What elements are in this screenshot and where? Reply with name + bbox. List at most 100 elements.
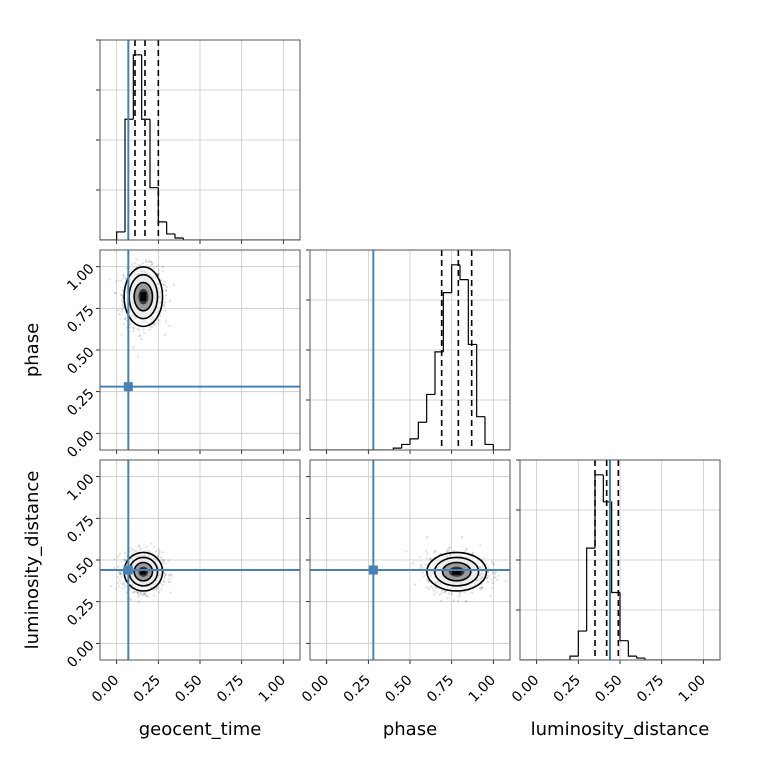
y-tick-label: 1.00 xyxy=(64,471,97,504)
sample-point xyxy=(434,549,437,552)
sample-point xyxy=(165,285,168,288)
sample-point xyxy=(136,355,139,358)
histogram-bin xyxy=(417,421,427,439)
histogram-phase-panel xyxy=(306,249,511,454)
sample-point xyxy=(142,328,145,331)
sample-point xyxy=(117,555,120,558)
sample-point xyxy=(157,272,160,275)
sample-point xyxy=(118,579,122,582)
sample-point xyxy=(163,574,167,577)
sample-point xyxy=(148,328,151,332)
panel-border xyxy=(519,459,721,661)
sample-point xyxy=(161,551,164,554)
histogram-bin xyxy=(636,656,645,659)
sample-point xyxy=(116,308,119,312)
sample-point xyxy=(494,570,497,574)
sample-point xyxy=(132,329,135,333)
tick-marks xyxy=(96,39,284,244)
sample-point xyxy=(158,319,161,322)
histogram-bin xyxy=(434,351,444,395)
x-tick-label: 0.25 xyxy=(551,672,584,705)
sample-point xyxy=(136,590,139,594)
sample-point xyxy=(426,552,429,555)
sample-point xyxy=(481,587,484,590)
sample-point xyxy=(145,594,149,597)
truth-marker xyxy=(368,565,378,575)
sample-point xyxy=(432,551,436,554)
sample-point xyxy=(136,327,139,330)
histogram-luminosity-distance-panel xyxy=(516,459,721,664)
x-tick-label: 0.75 xyxy=(634,672,667,705)
tick-marks xyxy=(96,266,284,454)
sample-point xyxy=(129,597,132,600)
y-tick-label: 0.25 xyxy=(64,386,97,419)
sample-point xyxy=(429,585,432,588)
sample-point xyxy=(162,304,165,308)
sample-point xyxy=(163,301,167,304)
x-axis-label-luminosity-distance: luminosity_distance xyxy=(531,719,710,740)
sample-point xyxy=(121,308,124,311)
sample-point xyxy=(437,553,440,556)
histogram-bin xyxy=(644,658,654,660)
sample-point xyxy=(493,576,497,579)
sample-point xyxy=(163,283,166,287)
x-axis-label-phase: phase xyxy=(383,719,437,740)
sample-point xyxy=(123,317,127,320)
histogram-bin xyxy=(442,291,452,352)
sample-point xyxy=(161,265,164,268)
sample-point xyxy=(118,572,122,575)
sample-point xyxy=(123,558,127,562)
sample-point xyxy=(162,283,165,286)
sample-point xyxy=(152,594,156,597)
sample-point xyxy=(164,573,168,577)
sample-point xyxy=(163,280,166,283)
y-tick-label: 0.75 xyxy=(64,303,97,336)
sample-point xyxy=(123,580,126,583)
histogram-bin xyxy=(166,221,175,235)
x-tick-label: 0.75 xyxy=(424,672,457,705)
histogram-bin xyxy=(426,393,435,423)
y-tick-label: 0.00 xyxy=(64,638,97,671)
sample-point xyxy=(424,550,427,553)
sample-point xyxy=(169,573,172,576)
sample-point xyxy=(114,280,118,283)
sample-point xyxy=(428,587,431,590)
sample-point xyxy=(405,550,408,553)
sample-point xyxy=(150,542,153,545)
sample-point xyxy=(492,571,495,574)
tick-marks xyxy=(306,476,494,664)
sample-point xyxy=(120,298,123,301)
sample-point xyxy=(152,267,156,270)
sample-point xyxy=(426,536,429,539)
density-luminosity-distance-vs-phase-panel xyxy=(306,459,511,664)
sample-point xyxy=(480,586,483,589)
sample-point xyxy=(137,328,141,331)
truth-marker xyxy=(123,382,133,392)
sample-point xyxy=(160,279,163,282)
tick-marks xyxy=(306,249,494,454)
sample-point xyxy=(121,289,124,292)
sample-point xyxy=(142,593,145,596)
sample-point xyxy=(120,333,123,336)
panel-border xyxy=(99,459,301,661)
sample-point xyxy=(119,294,123,297)
sample-point xyxy=(138,549,141,552)
sample-point xyxy=(114,292,117,295)
x-tick-label: 0.00 xyxy=(509,672,542,705)
sample-point xyxy=(156,554,160,558)
sample-point xyxy=(491,572,494,575)
histogram-bin xyxy=(602,474,612,503)
sample-point xyxy=(160,588,163,591)
sample-point xyxy=(143,593,146,596)
sample-point xyxy=(465,599,468,602)
histogram-content xyxy=(520,460,720,660)
sample-point xyxy=(132,346,135,349)
sample-point xyxy=(144,260,148,264)
sample-point xyxy=(140,338,143,341)
sample-point xyxy=(164,288,167,292)
sample-point xyxy=(485,576,489,579)
density-contour xyxy=(133,561,154,582)
x-tick-label: 1.00 xyxy=(676,672,709,705)
sample-point xyxy=(119,570,122,573)
sample-point xyxy=(145,595,148,598)
